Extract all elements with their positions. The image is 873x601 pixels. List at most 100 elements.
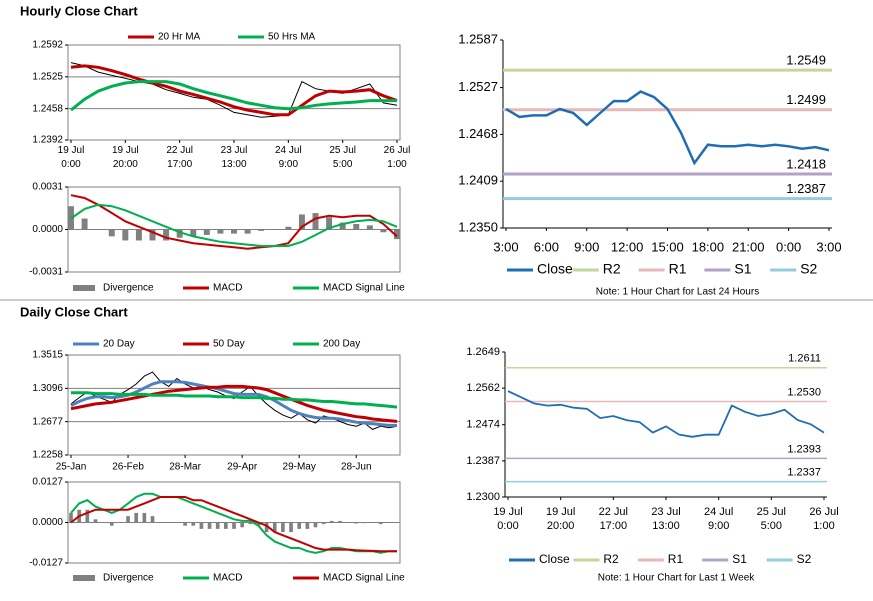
- x-tick-line: 17:00: [167, 159, 192, 170]
- x-tick-label: 12:00: [611, 239, 644, 254]
- legend-label: MACD Signal Line: [323, 283, 405, 294]
- x-tick-label: 19 Jul 20:00: [546, 506, 575, 532]
- legend-swatch: [73, 285, 95, 291]
- x-tick-line: 5:00: [761, 520, 782, 532]
- y-tick-label: 1.2525: [32, 71, 63, 82]
- legend-label: S1: [734, 261, 751, 277]
- x-tick-label: 18:00: [692, 239, 725, 254]
- legend-label: 50 Hrs MA: [268, 32, 316, 43]
- divergence-bar: [298, 214, 305, 230]
- legend-label: MACD: [213, 283, 242, 294]
- divergence-bar: [224, 522, 228, 529]
- x-tick-label: 23 Jul 13:00: [221, 145, 248, 170]
- legend-label: 20 Hr MA: [158, 32, 201, 43]
- x-tick-line: 23 Jul: [651, 506, 680, 518]
- divergence-bar: [215, 522, 220, 529]
- series-line: [505, 90, 830, 166]
- x-tick-label: 24 Jul 9:00: [275, 145, 302, 170]
- x-tick-line: 26 Jul: [809, 506, 838, 518]
- x-tick-label: 15:00: [651, 239, 684, 254]
- x-tick-line: 20:00: [113, 159, 138, 170]
- series-line: [70, 371, 398, 430]
- series-line: [70, 384, 398, 423]
- divergence-bar: [264, 522, 269, 533]
- series-line: [70, 492, 397, 554]
- x-tick-label: 25-Jan: [56, 462, 87, 473]
- legend-label: Close: [537, 261, 573, 277]
- divergence-bar: [101, 522, 106, 523]
- divergence-bar: [134, 512, 139, 523]
- x-tick-label: 0:00: [776, 239, 801, 254]
- pivot-label: 1.2337: [787, 467, 821, 479]
- y-tick-label: 1.3515: [32, 350, 63, 361]
- pivot-label: 1.2611: [788, 353, 821, 365]
- divergence-bar: [346, 522, 350, 523]
- x-tick-label: 29-Apr: [227, 462, 258, 473]
- chart-note: Note: 1 Hour Chart for Last 24 Hours: [596, 287, 759, 298]
- divergence-bar: [217, 229, 224, 234]
- x-tick-line: 1:00: [387, 159, 407, 170]
- y-tick-label: 1.2468: [458, 126, 498, 141]
- x-tick-label: 24 Jul 9:00: [704, 506, 733, 532]
- divergence-bar: [190, 229, 197, 237]
- legend-label: 20 Day: [103, 339, 135, 350]
- x-tick-label: 22 Jul 17:00: [599, 506, 628, 532]
- divergence-bar: [297, 522, 302, 529]
- y-tick-label: 1.2562: [466, 382, 500, 394]
- legend-label: 50 Day: [213, 339, 245, 350]
- y-tick-label: 1.2258: [32, 450, 63, 461]
- y-tick-label: 1.2474: [466, 419, 500, 431]
- x-tick-label: 25 Jul 5:00: [757, 506, 786, 532]
- series-line: [71, 391, 398, 409]
- y-tick-label: 1.3096: [32, 383, 63, 394]
- series-line: [70, 496, 397, 553]
- divergence-bar: [366, 225, 373, 230]
- divergence-bar: [338, 520, 342, 523]
- x-tick-label: 28-Mar: [169, 462, 201, 473]
- x-tick-line: 24 Jul: [275, 145, 302, 156]
- divergence-bar: [313, 522, 318, 528]
- legend-label: R1: [669, 261, 687, 277]
- legend-swatch: [73, 575, 95, 581]
- legend-label: Close: [539, 552, 570, 566]
- x-tick-label: 3:00: [493, 239, 518, 254]
- divergence-bar: [207, 522, 212, 529]
- x-tick-line: 26 Jul: [384, 145, 411, 156]
- divergence-bar: [122, 229, 129, 241]
- divergence-bar: [329, 520, 334, 523]
- divergence-bar: [353, 224, 360, 230]
- plot-frame: [67, 354, 401, 456]
- x-tick-line: 25 Jul: [329, 145, 356, 156]
- divergence-bar: [203, 229, 210, 235]
- y-tick-label: 1.2409: [458, 173, 498, 188]
- divergence-bar: [175, 522, 179, 523]
- pivot-label: 1.2393: [787, 443, 821, 455]
- y-tick-label: 0.0000: [32, 224, 63, 235]
- pivot-label: 1.2387: [786, 181, 826, 196]
- x-tick-line: 1:00: [813, 520, 834, 532]
- divergence-bar: [166, 522, 171, 523]
- x-tick-line: 22 Jul: [599, 506, 628, 518]
- y-tick-label: 1.2392: [32, 135, 63, 146]
- divergence-bar: [258, 229, 265, 231]
- legend-label: 200 Day: [323, 339, 360, 350]
- y-tick-label: 0.0000: [32, 517, 63, 528]
- series-line: [70, 80, 397, 112]
- divergence-bar: [163, 229, 170, 241]
- x-tick-line: 13:00: [221, 159, 246, 170]
- divergence-bar: [305, 522, 310, 529]
- divergence-bar: [232, 522, 236, 529]
- y-tick-label: 1.2592: [32, 40, 63, 51]
- pivot-label: 1.2418: [786, 156, 826, 171]
- pivot-label: 1.2499: [786, 92, 826, 107]
- x-tick-label: 29-May: [283, 462, 316, 473]
- legend-label: Divergence: [103, 573, 154, 584]
- x-tick-line: 17:00: [600, 520, 628, 532]
- divergence-bar: [183, 522, 187, 526]
- x-tick-line: 22 Jul: [166, 145, 193, 156]
- legend-label: R2: [603, 552, 619, 566]
- x-tick-label: 19 Jul 0:00: [493, 506, 522, 532]
- divergence-bar: [370, 522, 375, 523]
- x-tick-label: 25 Jul 5:00: [329, 145, 356, 170]
- x-tick-line: 19 Jul: [58, 145, 85, 156]
